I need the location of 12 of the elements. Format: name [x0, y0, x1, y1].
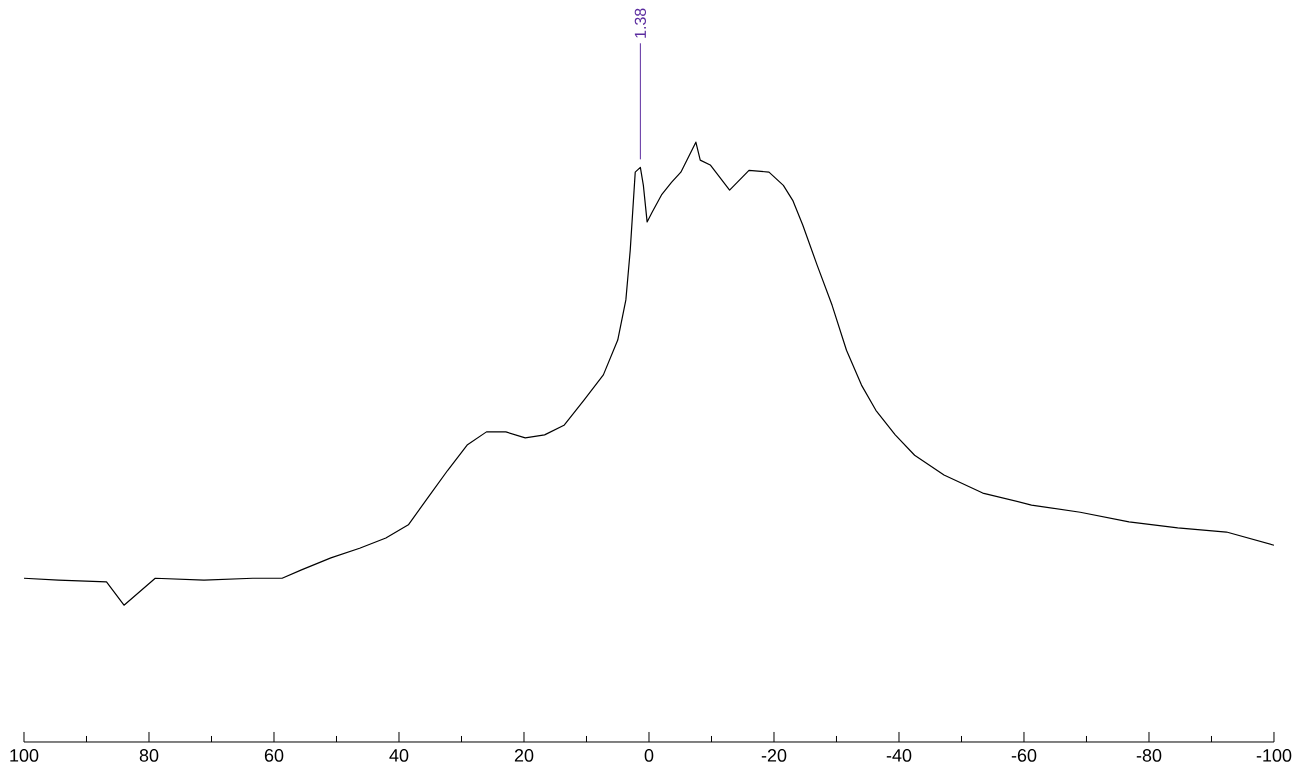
x-tick-label: -60	[1011, 749, 1037, 762]
x-tick-label: 80	[139, 749, 159, 762]
x-tick-label: -20	[761, 749, 787, 762]
x-tick-label: 60	[264, 749, 284, 762]
x-tick-label: 40	[389, 749, 409, 762]
x-tick-label: 0	[644, 749, 654, 762]
x-tick-label: -100	[1256, 749, 1292, 762]
x-tick-label: -40	[886, 749, 912, 762]
x-tick-label: 100	[10, 749, 39, 762]
annotation: 1.38	[634, 8, 647, 38]
x-tick-label: -80	[1136, 749, 1162, 762]
x-tick-label: 20	[514, 749, 534, 762]
